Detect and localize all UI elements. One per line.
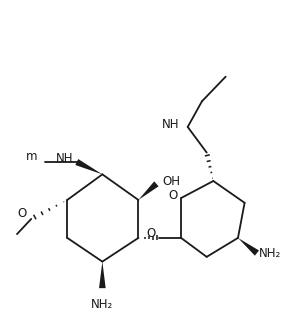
Text: NH₂: NH₂ — [259, 247, 281, 260]
Text: O: O — [168, 189, 177, 202]
Polygon shape — [138, 181, 159, 200]
Text: O: O — [17, 207, 27, 220]
Text: O: O — [146, 227, 156, 240]
Text: OH: OH — [162, 176, 180, 188]
Text: NH: NH — [162, 118, 179, 131]
Polygon shape — [99, 262, 106, 288]
Text: NH: NH — [55, 152, 73, 165]
Text: NH₂: NH₂ — [91, 298, 114, 311]
Text: m: m — [26, 150, 38, 163]
Polygon shape — [75, 159, 102, 174]
Polygon shape — [238, 238, 259, 256]
